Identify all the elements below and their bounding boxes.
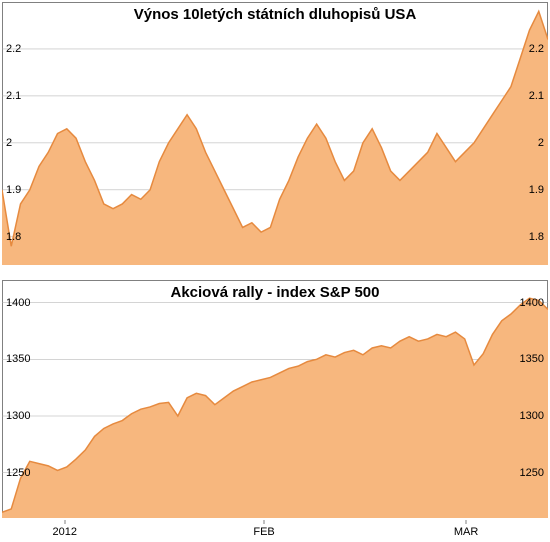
ytick-label-right: 2.1 xyxy=(529,91,544,102)
top-chart-svg xyxy=(2,2,548,265)
ytick-label-left: 1350 xyxy=(6,354,30,365)
x-tick-mark xyxy=(264,520,265,524)
ytick-label-left: 2.1 xyxy=(6,91,21,102)
ytick-label-right: 2.2 xyxy=(529,44,544,55)
ytick-label-left: 1.8 xyxy=(6,232,21,243)
ytick-label-right: 1.9 xyxy=(529,185,544,196)
ytick-label-right: 1400 xyxy=(520,298,544,309)
x-axis: 2012 FEB MAR xyxy=(2,520,548,542)
chart-page: Výnos 10letých státních dluhopisů USA 1.… xyxy=(0,0,550,542)
bottom-chart-panel: Akciová rally - index S&P 500 1250130013… xyxy=(2,280,548,518)
ytick-label-right: 2 xyxy=(538,138,544,149)
ytick-label-right: 1300 xyxy=(520,411,544,422)
ytick-label-left: 2.2 xyxy=(6,44,21,55)
ytick-label-left: 1400 xyxy=(6,298,30,309)
ytick-label-left: 1250 xyxy=(6,468,30,479)
bottom-chart-svg xyxy=(2,280,548,518)
top-chart-panel: Výnos 10letých státních dluhopisů USA 1.… xyxy=(2,2,548,265)
x-tick-mark xyxy=(466,520,467,524)
ytick-label-left: 1.9 xyxy=(6,185,21,196)
ytick-label-left: 2 xyxy=(6,138,12,149)
ytick-label-right: 1.8 xyxy=(529,232,544,243)
ytick-label-right: 1350 xyxy=(520,354,544,365)
x-tick-label: FEB xyxy=(253,526,274,538)
ytick-label-right: 1250 xyxy=(520,468,544,479)
x-tick-label: MAR xyxy=(454,526,478,538)
x-tick-label: 2012 xyxy=(53,526,77,538)
ytick-label-left: 1300 xyxy=(6,411,30,422)
x-tick-mark xyxy=(64,520,65,524)
